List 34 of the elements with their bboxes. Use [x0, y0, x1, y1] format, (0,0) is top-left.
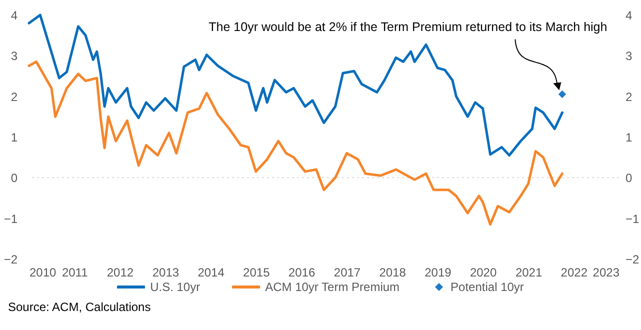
y-tick-label: 1	[10, 130, 18, 144]
line-series	[28, 60, 564, 226]
y2-tick-label: 4	[626, 8, 632, 22]
x-tick-label: 2010	[30, 266, 57, 280]
legend-label: Potential 10yr	[450, 280, 524, 294]
y-tick-label: 3	[10, 49, 18, 64]
x-tick-label: 2020	[470, 266, 497, 280]
y2-tick-label: −2	[626, 252, 640, 266]
x-tick-label: 2015	[243, 266, 270, 280]
y-tick-label: −1	[4, 212, 18, 226]
x-tick-label: 2023	[592, 266, 620, 280]
x-tick-label: 2014	[198, 266, 225, 280]
y-tick-label: −2	[4, 252, 18, 266]
legend-label: ACM 10yr Term Premium	[265, 280, 400, 294]
y-tick-label: 0	[10, 171, 18, 186]
x-tick-label: 2017	[334, 266, 361, 280]
y-tick-label: 4	[10, 8, 18, 22]
annotation: The 10yr would be at 2% if the Term Premium returned to its March high	[208, 20, 608, 34]
source-note: Source: ACM, Calculations	[8, 300, 151, 314]
y-tick-label: 2	[10, 90, 18, 104]
x-tick-label: 2013	[152, 266, 180, 280]
x-tick-label: 2016	[288, 266, 316, 280]
x-tick-label: 2011	[62, 266, 88, 280]
y2-tick-label: 1	[626, 130, 632, 144]
y2-tick-label: 2	[626, 90, 632, 104]
x-tick-label: 2018	[379, 266, 406, 280]
y2-tick-label: 3	[626, 49, 632, 64]
y2-tick-label: 0	[626, 171, 632, 186]
x-tick-label: 2019	[424, 266, 452, 280]
legend-label: U.S. 10yr	[150, 280, 200, 294]
x-tick-label: 2022	[560, 266, 588, 280]
y2-tick-label: −1	[626, 212, 640, 226]
x-tick-label: 2021	[515, 266, 542, 280]
x-tick-label: 2012	[106, 266, 134, 280]
